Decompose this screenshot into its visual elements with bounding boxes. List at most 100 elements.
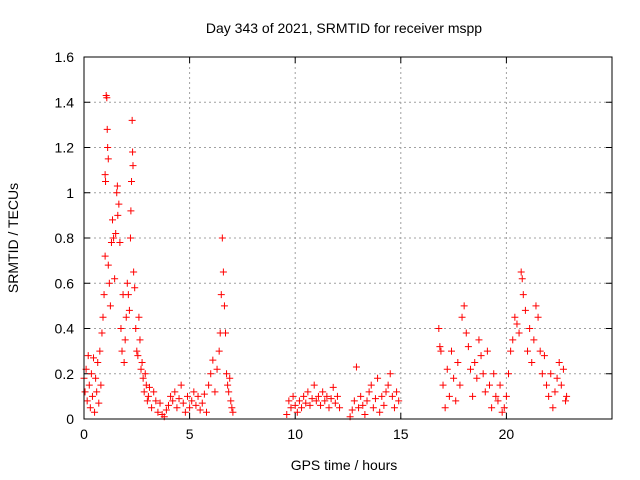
data-point bbox=[380, 401, 388, 409]
data-point bbox=[519, 291, 527, 299]
data-point bbox=[192, 401, 200, 409]
data-point bbox=[115, 200, 123, 208]
data-point bbox=[136, 336, 144, 344]
data-point bbox=[96, 347, 104, 355]
data-point bbox=[450, 374, 458, 382]
data-point bbox=[551, 388, 559, 396]
data-point bbox=[481, 388, 489, 396]
data-point bbox=[540, 352, 548, 360]
data-point bbox=[86, 404, 94, 412]
data-point bbox=[169, 397, 177, 405]
data-point bbox=[129, 148, 137, 156]
data-point bbox=[104, 144, 112, 151]
data-point bbox=[348, 406, 356, 414]
data-point bbox=[395, 397, 403, 405]
grid-lines bbox=[84, 57, 612, 419]
x-axis-label: GPS time / hours bbox=[291, 457, 398, 473]
data-point bbox=[331, 399, 339, 407]
x-tick-label: 15 bbox=[393, 426, 409, 442]
data-point bbox=[127, 207, 135, 215]
data-point bbox=[132, 325, 140, 332]
data-point bbox=[95, 399, 103, 407]
y-tick-label: 0.2 bbox=[55, 366, 75, 382]
y-tick-label: 0.8 bbox=[55, 230, 75, 246]
data-point bbox=[562, 397, 570, 405]
data-point bbox=[479, 370, 487, 378]
data-point bbox=[200, 390, 208, 398]
data-point bbox=[139, 374, 147, 382]
data-point bbox=[363, 397, 371, 405]
data-point bbox=[393, 388, 401, 396]
data-point bbox=[116, 239, 124, 247]
data-point bbox=[388, 392, 396, 400]
data-point bbox=[300, 392, 308, 400]
data-point bbox=[141, 370, 149, 378]
data-point bbox=[507, 347, 515, 355]
data-point bbox=[511, 313, 519, 321]
data-point bbox=[285, 397, 293, 405]
data-point bbox=[488, 404, 496, 412]
data-point bbox=[549, 404, 557, 412]
data-point bbox=[171, 388, 179, 396]
data-point bbox=[369, 404, 377, 412]
y-tick-label: 0 bbox=[66, 411, 74, 427]
data-point bbox=[104, 261, 112, 269]
data-point bbox=[111, 275, 119, 283]
data-point bbox=[563, 392, 571, 400]
plot-frame bbox=[83, 56, 613, 420]
data-point bbox=[202, 408, 210, 416]
data-point bbox=[90, 354, 98, 362]
data-point bbox=[521, 306, 529, 314]
data-point bbox=[152, 397, 160, 405]
data-point bbox=[143, 397, 151, 405]
axis-ticks bbox=[83, 56, 612, 420]
data-point bbox=[530, 336, 538, 344]
data-point bbox=[308, 395, 316, 403]
data-point bbox=[211, 388, 219, 396]
data-point bbox=[222, 329, 230, 337]
data-point bbox=[87, 370, 95, 378]
chart-title: Day 343 of 2021, SRMTID for receiver msp… bbox=[206, 20, 482, 36]
data-point bbox=[100, 291, 108, 299]
data-point bbox=[365, 388, 373, 396]
data-point bbox=[553, 374, 561, 382]
y-tick-label: 1 bbox=[66, 185, 74, 201]
data-point bbox=[483, 347, 491, 355]
data-point bbox=[464, 343, 472, 351]
data-point bbox=[532, 302, 540, 310]
data-point bbox=[524, 347, 532, 355]
data-point bbox=[140, 388, 148, 396]
data-point bbox=[196, 406, 204, 414]
data-point bbox=[85, 381, 93, 389]
data-point bbox=[559, 365, 567, 373]
data-point bbox=[439, 381, 447, 389]
data-point bbox=[209, 356, 217, 364]
data-point bbox=[557, 381, 565, 389]
data-point bbox=[225, 388, 233, 396]
data-point bbox=[120, 358, 128, 366]
data-point bbox=[186, 404, 194, 412]
data-point bbox=[130, 268, 138, 276]
data-point bbox=[188, 397, 196, 405]
data-point bbox=[215, 347, 223, 355]
data-point bbox=[144, 392, 152, 400]
data-point bbox=[218, 234, 226, 242]
data-point bbox=[536, 347, 544, 355]
data-point bbox=[124, 291, 132, 299]
data-point bbox=[101, 171, 109, 179]
data-point bbox=[113, 182, 121, 190]
data-point bbox=[164, 401, 172, 409]
y-axis-label: SRMTID / TECUs bbox=[5, 183, 21, 293]
data-point bbox=[361, 410, 369, 418]
data-point bbox=[173, 404, 181, 412]
data-point bbox=[134, 352, 142, 360]
data-point bbox=[97, 381, 105, 389]
data-point bbox=[502, 392, 510, 400]
data-point bbox=[167, 392, 175, 400]
data-point bbox=[94, 358, 102, 366]
data-point bbox=[378, 392, 386, 400]
data-point bbox=[194, 392, 202, 400]
data-point bbox=[106, 302, 114, 310]
data-point bbox=[452, 397, 460, 405]
